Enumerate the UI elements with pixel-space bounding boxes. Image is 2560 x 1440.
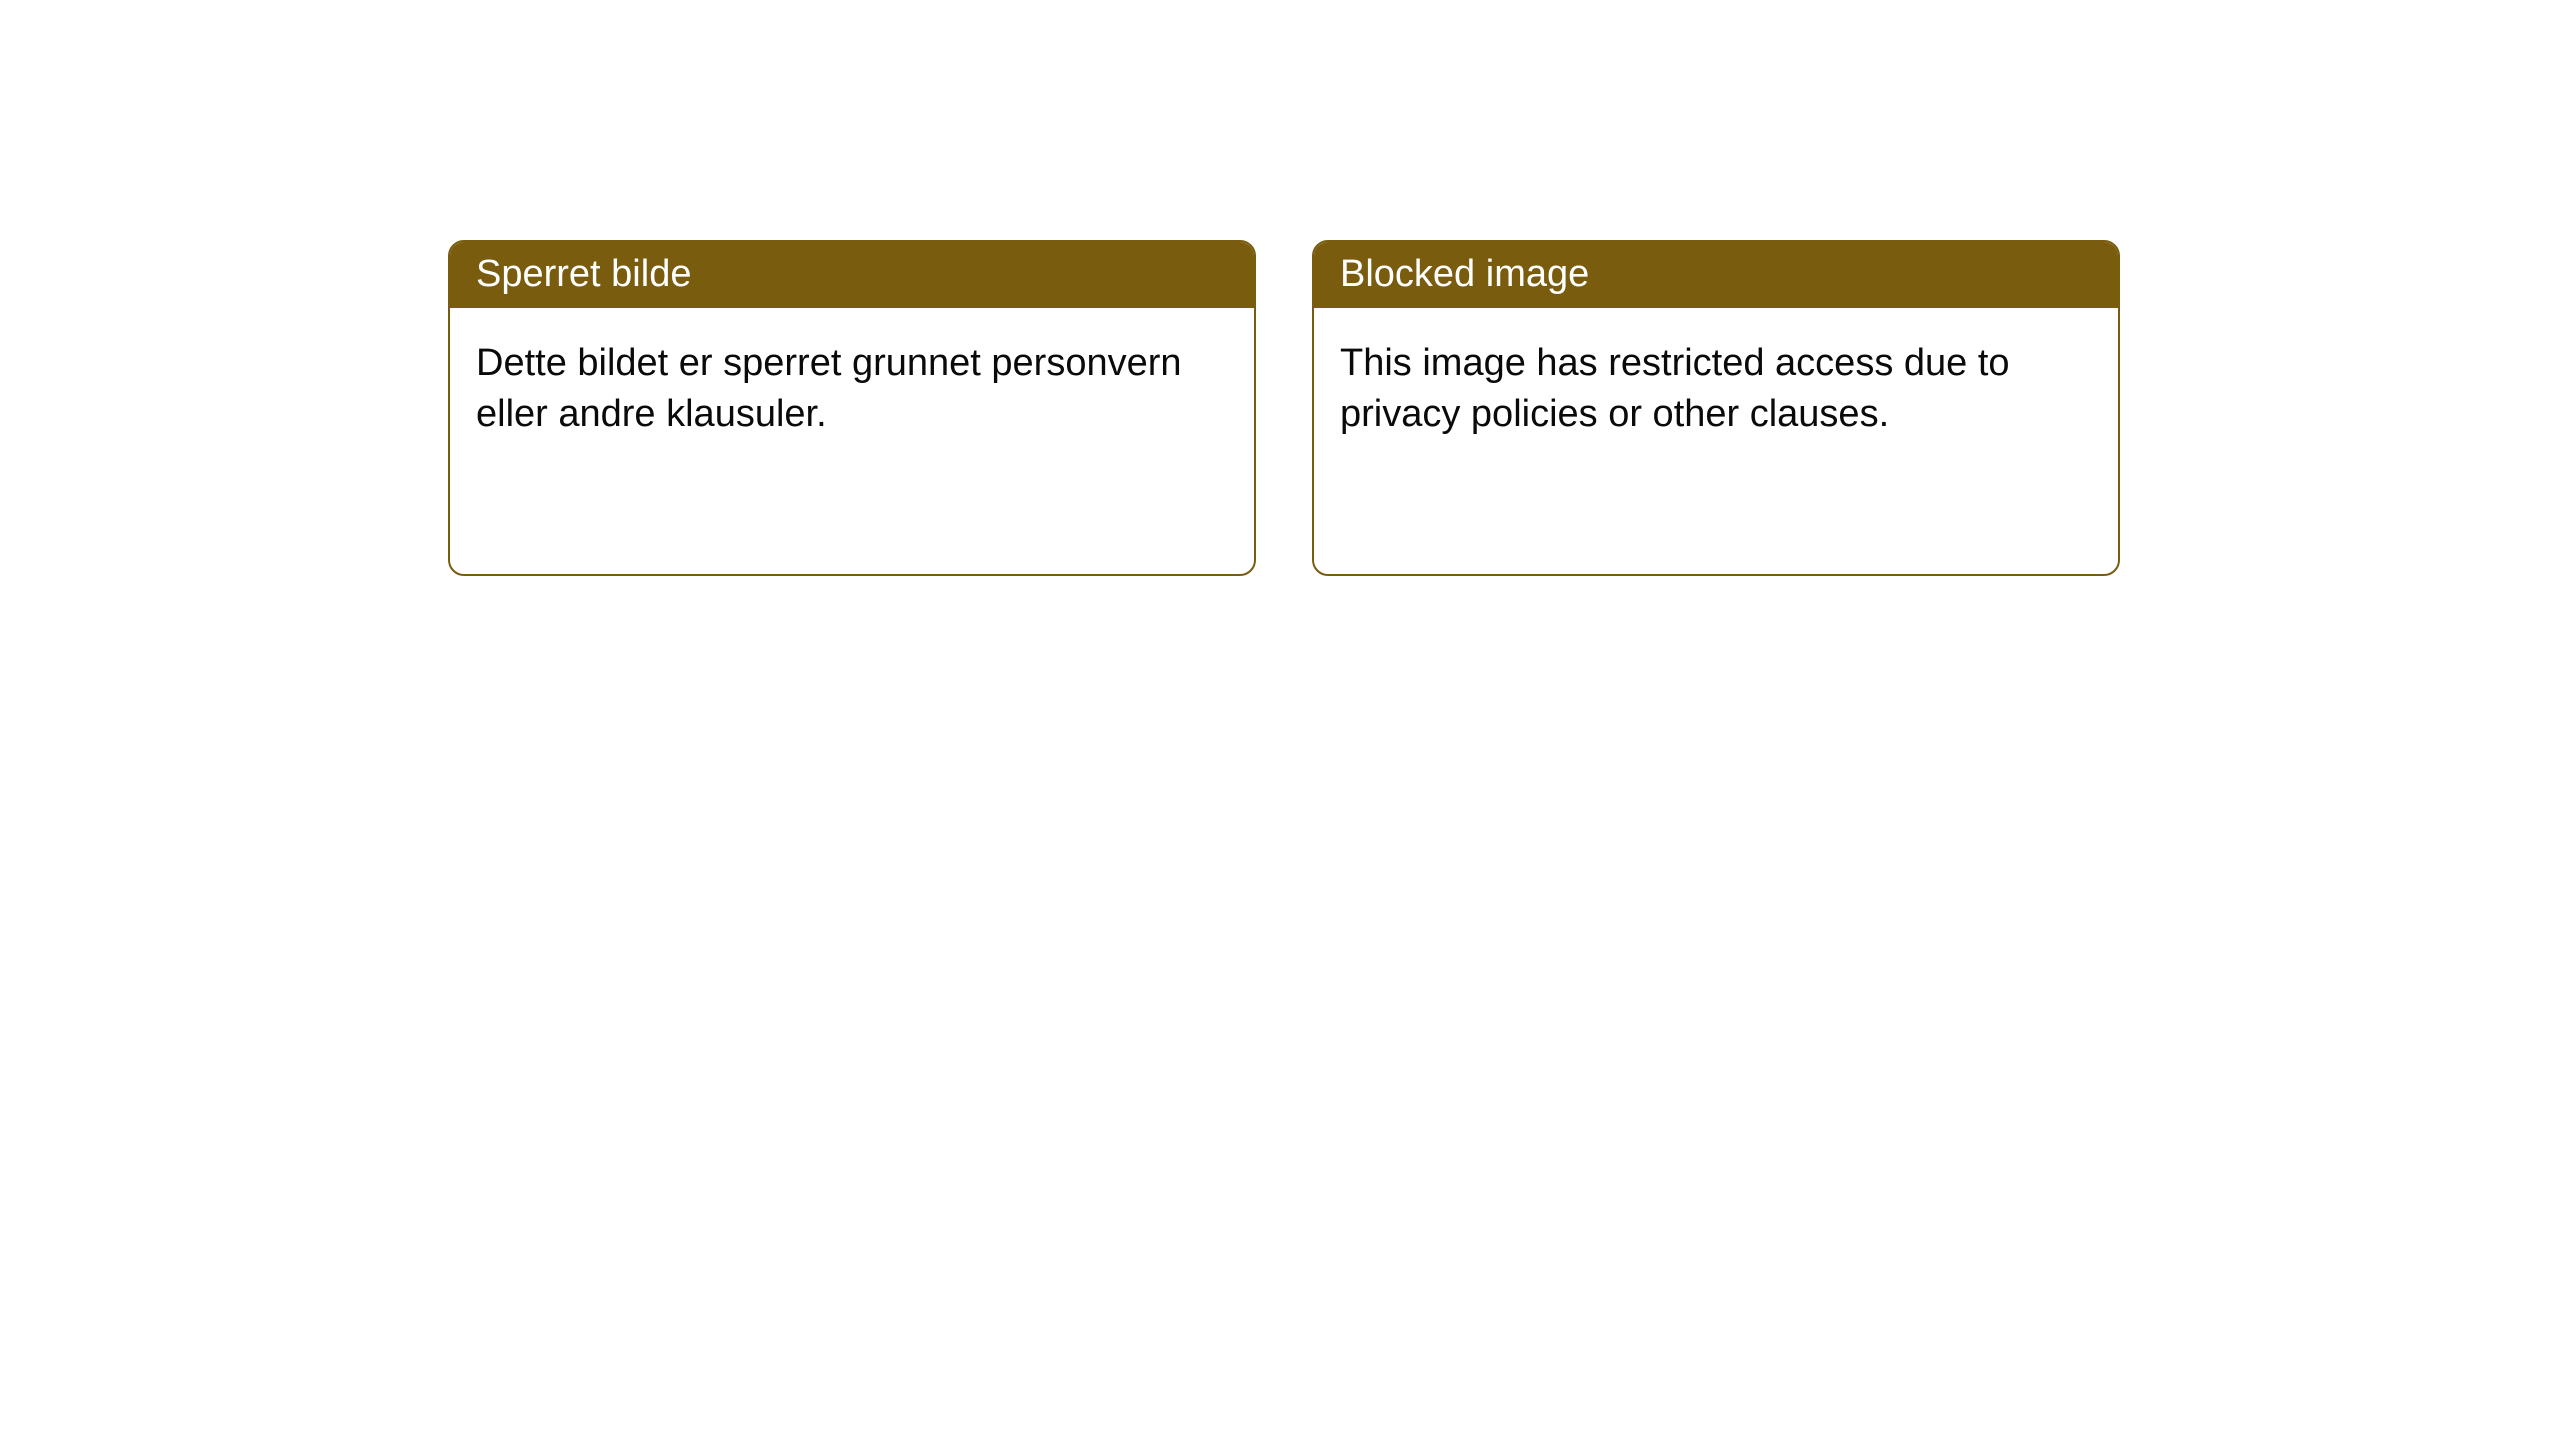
blocked-image-card-norwegian: Sperret bilde Dette bildet er sperret gr… (448, 240, 1256, 576)
card-header-norwegian: Sperret bilde (450, 242, 1254, 308)
blocked-image-card-english: Blocked image This image has restricted … (1312, 240, 2120, 576)
card-body-norwegian: Dette bildet er sperret grunnet personve… (450, 308, 1254, 574)
card-header-english: Blocked image (1314, 242, 2118, 308)
notice-cards-container: Sperret bilde Dette bildet er sperret gr… (0, 0, 2560, 576)
card-body-english: This image has restricted access due to … (1314, 308, 2118, 574)
